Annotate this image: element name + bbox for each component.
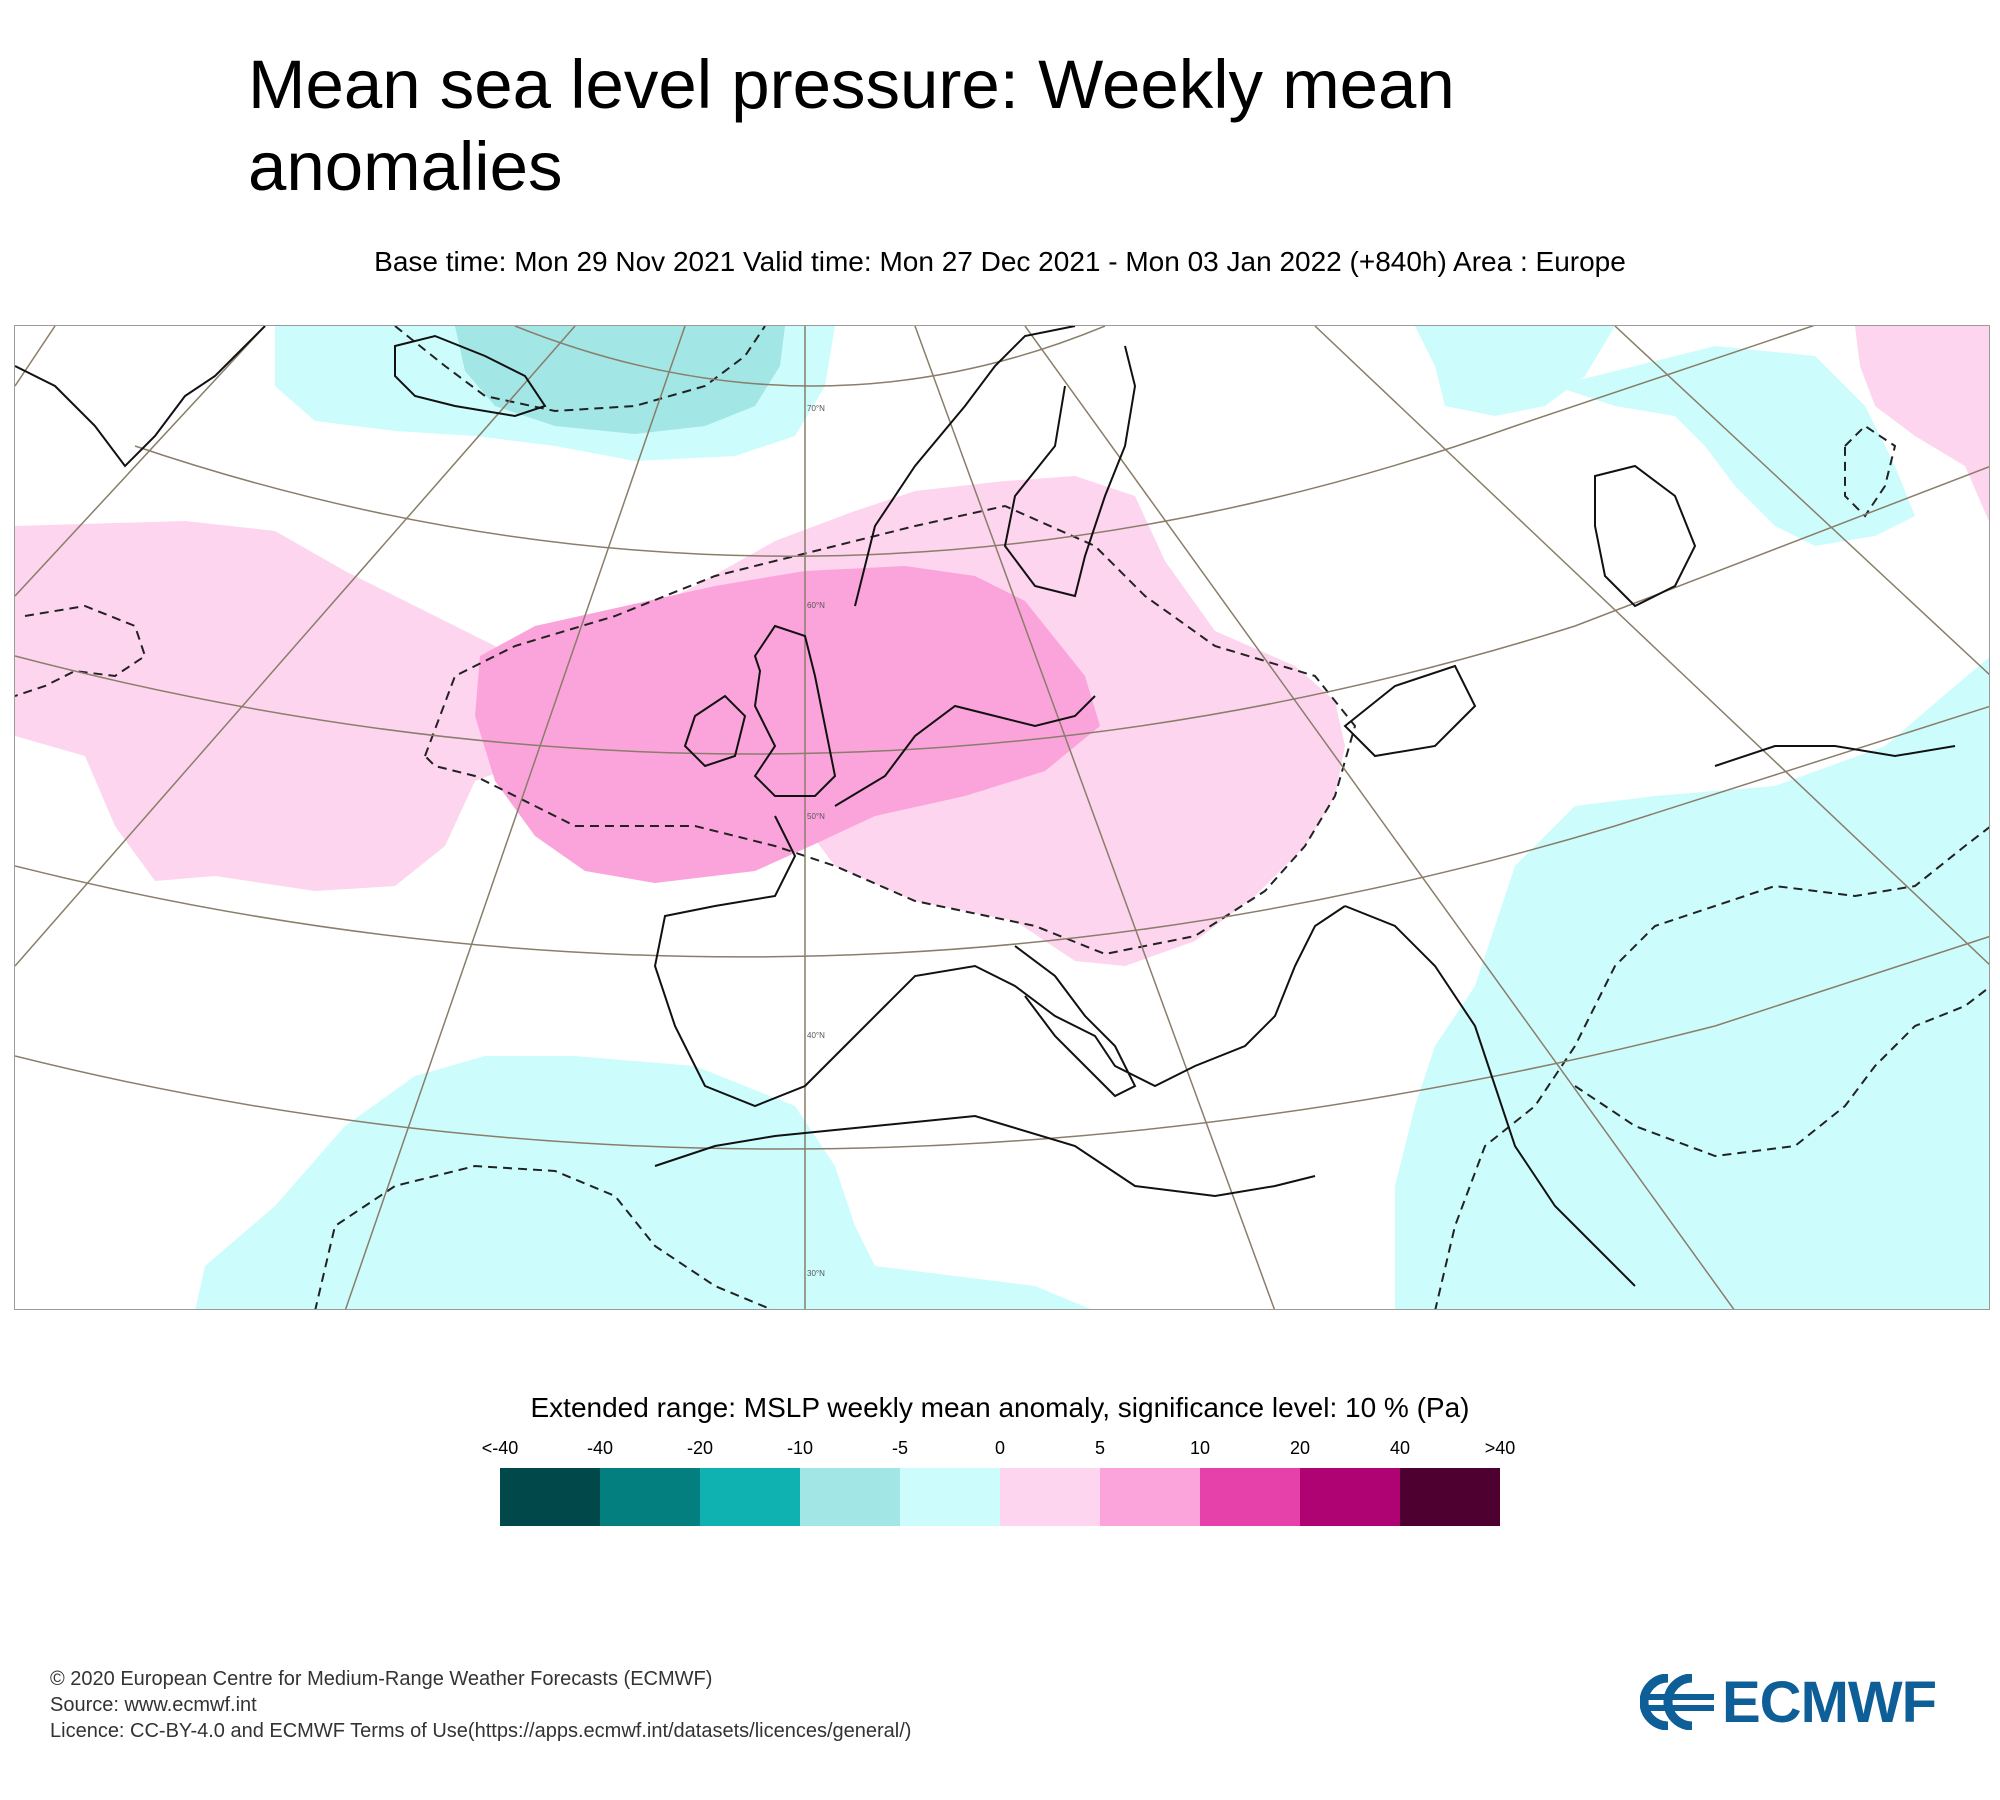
coastlines — [15, 326, 1956, 1287]
meridian-10w — [344, 326, 686, 1309]
anomaly-minus5-0-southwest — [195, 1056, 1091, 1309]
legend-swatch — [600, 1468, 700, 1526]
legend-swatch — [1200, 1468, 1300, 1526]
positive-anomaly-shading — [15, 326, 1989, 966]
anomaly-minus5-0-arctic — [1415, 326, 1615, 416]
meridian-30e — [1314, 326, 1989, 966]
legend-swatch — [1000, 1468, 1100, 1526]
ecmwf-logo: ECMWF — [1640, 1670, 1937, 1735]
lat-label-30n: 30°N — [807, 1269, 825, 1278]
legend-swatch — [800, 1468, 900, 1526]
parallel-70n — [514, 326, 1106, 387]
legend-tick-labels: <-40 -40 -20 -10 -5 0 5 10 20 40 >40 — [0, 1438, 2000, 1462]
footer-copyright: © 2020 European Centre for Medium-Range … — [50, 1668, 713, 1690]
lat-label-40n: 40°N — [807, 1031, 825, 1040]
meridian-40w — [15, 326, 56, 387]
footer-licence: Licence: CC-BY-4.0 and ECMWF Terms of Us… — [50, 1720, 912, 1742]
significance-contour-greenland — [394, 326, 766, 413]
coast-ireland — [683, 694, 747, 768]
copyright-footer: © 2020 European Centre for Medium-Range … — [50, 1666, 911, 1744]
significance-contour-europe — [423, 504, 1357, 956]
coast-persian-gulf — [1714, 745, 1956, 767]
legend-swatch — [500, 1468, 600, 1526]
significance-contour-mideast — [1574, 986, 1989, 1158]
significance-contour-russia — [1844, 424, 1897, 518]
chart-title: Mean sea level pressure: Weekly mean ano… — [248, 46, 1455, 205]
significance-contours — [15, 326, 1989, 1309]
legend-tick-label: 5 — [1094, 1438, 1106, 1458]
coast-western-europe — [653, 695, 1346, 1108]
legend-tick-label: -10 — [786, 1438, 814, 1458]
legend-tick-label: <-40 — [481, 1438, 519, 1458]
footer-source: Source: www.ecmwf.int — [50, 1694, 257, 1716]
legend-tick-label: -5 — [891, 1438, 909, 1458]
ecmwf-logo-icon — [1640, 1674, 1714, 1730]
map-panel: 70°N 60°N 50°N 40°N 30°N — [14, 325, 1990, 1310]
meridian-10e — [914, 326, 1276, 1309]
ecmwf-logo-text: ECMWF — [1722, 1669, 1937, 1735]
legend-tick-label: -40 — [586, 1438, 614, 1458]
coast-scandinavia — [854, 326, 1137, 607]
meridian-30w — [15, 326, 266, 597]
coast-caspian — [1594, 464, 1697, 608]
coast-black-sea — [1343, 664, 1477, 758]
meridian-20w — [15, 326, 576, 967]
anomaly-minus5-0-russia — [1555, 346, 1915, 546]
legend-tick-label: 40 — [1389, 1438, 1411, 1458]
parallel-50n — [15, 465, 1989, 755]
legend-swatch — [900, 1468, 1000, 1526]
parallel-40n — [15, 705, 1989, 958]
lat-label-70n: 70°N — [807, 404, 825, 413]
coast-britain — [753, 624, 837, 797]
legend-tick-label: 0 — [994, 1438, 1006, 1458]
legend-title: Extended range: MSLP weekly mean anomaly… — [530, 1392, 1470, 1423]
coast-levant — [1344, 905, 1636, 1287]
graticule — [15, 326, 1989, 1309]
meridian-40e — [1614, 326, 1989, 676]
coast-greenland — [15, 326, 266, 468]
legend-swatch — [700, 1468, 800, 1526]
lat-label-60n: 60°N — [807, 601, 825, 610]
parallel-60n — [134, 326, 1815, 557]
meridian-20e — [1024, 326, 1735, 1309]
anomaly-10-20-band — [475, 566, 1100, 883]
legend-tick-label: -20 — [686, 1438, 714, 1458]
legend-tick-label: 20 — [1289, 1438, 1311, 1458]
negative-anomaly-shading — [195, 326, 1989, 1309]
legend-tick-label: 10 — [1189, 1438, 1211, 1458]
legend-color-bar — [500, 1468, 1500, 1526]
significance-contour-north-africa — [314, 1164, 773, 1309]
map-canvas: 70°N 60°N 50°N 40°N 30°N — [15, 326, 1989, 1309]
anomaly-minus5-0-southeast — [1395, 657, 1989, 1309]
anomaly-upper-right-patch — [1855, 326, 1989, 522]
lat-label-50n: 50°N — [807, 812, 825, 821]
chart-subtitle: Base time: Mon 29 Nov 2021 Valid time: M… — [374, 246, 1626, 277]
significance-contour-southeast — [1434, 826, 1989, 1309]
legend-swatch — [1400, 1468, 1500, 1526]
legend-swatch — [1100, 1468, 1200, 1526]
legend-swatch — [1300, 1468, 1400, 1526]
coast-iceland — [394, 334, 547, 418]
legend-tick-label: >40 — [1484, 1438, 1516, 1458]
parallel-30n — [15, 935, 1989, 1150]
coast-italy — [1014, 945, 1137, 1098]
coast-north-africa — [654, 1114, 1316, 1198]
